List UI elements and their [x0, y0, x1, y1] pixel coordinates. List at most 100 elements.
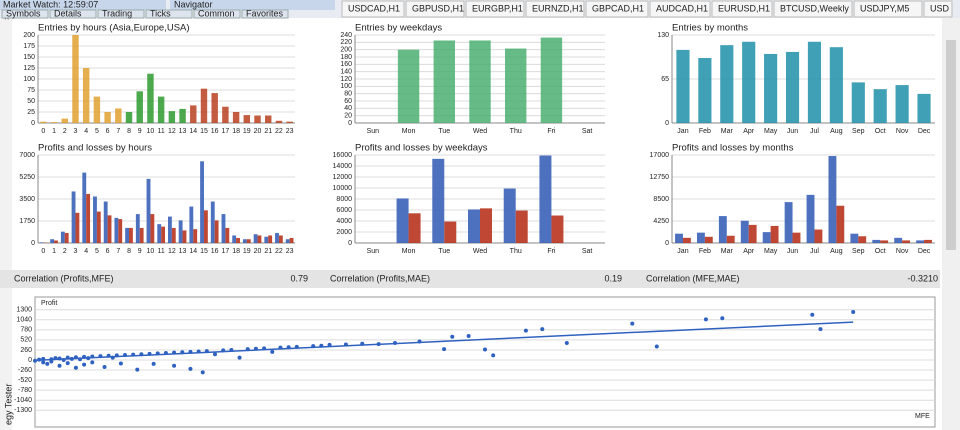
point [90, 360, 95, 365]
point [49, 359, 54, 364]
correlation-label: Correlation (MFE,MAE) [646, 273, 740, 283]
trend-line [34, 321, 854, 362]
x-tick-label: Dec [918, 128, 931, 135]
bar [189, 206, 194, 243]
x-tick-label: 21 [264, 248, 272, 255]
y-tick-label: 100 [23, 76, 35, 83]
bar [285, 239, 290, 243]
bar [265, 115, 272, 123]
bar [60, 231, 65, 243]
side-panel [0, 18, 12, 430]
bar [136, 91, 143, 123]
bar [698, 58, 712, 124]
y-tick-label: 0 [31, 120, 35, 127]
bar [515, 210, 528, 243]
tab[interactable] [145, 9, 193, 19]
x-tick-label: 10 [147, 128, 155, 135]
point [135, 367, 140, 372]
point [523, 328, 528, 333]
bar [676, 49, 690, 124]
point [466, 334, 471, 339]
bar [243, 115, 251, 123]
bar [829, 47, 843, 123]
bar [61, 118, 68, 123]
bar [762, 232, 771, 243]
y-tick-label: 16000 [333, 152, 353, 159]
x-tick-label: Wed [473, 248, 487, 255]
chart-title: Profits and losses by weekdays [355, 143, 488, 154]
scroll-thumb[interactable] [946, 40, 956, 250]
x-tick-label: 15 [200, 248, 208, 255]
x-tick-label: Jan [677, 248, 688, 255]
x-tick-label: 8 [127, 128, 131, 135]
chart-tab[interactable] [341, 0, 405, 18]
chart-tab[interactable] [711, 0, 773, 18]
point [703, 317, 708, 322]
tab[interactable] [49, 9, 97, 19]
bar [179, 108, 186, 123]
y-tick-label: 14000 [333, 163, 353, 170]
y-tick-label: 200 [340, 47, 352, 54]
bar [469, 40, 491, 123]
bar [880, 240, 889, 243]
point [57, 363, 62, 368]
y-tick-label: 50 [27, 98, 35, 105]
point [483, 347, 487, 352]
chart-tab-label: BTCUSD,Weekly [780, 3, 849, 13]
chart-tab[interactable] [773, 0, 853, 18]
y-tick-label: -1040 [14, 397, 32, 404]
x-tick-label: 11 [158, 248, 165, 255]
x-tick-label: 16 [211, 128, 219, 135]
x-tick-label: Oct [875, 128, 886, 135]
x-tick-label: 1 [52, 248, 56, 255]
bar [40, 121, 47, 123]
x-tick-label: Sep [852, 248, 865, 255]
bar [814, 229, 823, 243]
y-tick-label: 12000 [333, 174, 353, 181]
y-tick-label: 520 [20, 337, 32, 344]
tab[interactable] [1, 9, 49, 19]
tab[interactable] [241, 9, 289, 19]
chart-tab[interactable] [465, 0, 525, 18]
bar [720, 45, 734, 123]
bar [139, 227, 144, 243]
chart-tab[interactable] [923, 0, 953, 18]
x-tick-label: Wed [473, 128, 487, 135]
x-tick-label: 6 [106, 128, 110, 135]
bar [872, 239, 881, 243]
bar [225, 227, 230, 243]
x-tick-label: 7 [116, 248, 120, 255]
tab[interactable] [193, 9, 241, 19]
x-tick-label: 18 [232, 248, 240, 255]
bar [171, 227, 176, 243]
x-tick-label: 3 [74, 128, 78, 135]
bar [275, 120, 283, 123]
bar [75, 212, 80, 243]
chart-tab[interactable] [405, 0, 465, 18]
chart-tab-label: GBPCAD,H1 [592, 3, 644, 13]
bar [222, 106, 229, 123]
chart-tab[interactable] [585, 0, 649, 18]
chart-tab-label: EURUSD,H1 [718, 3, 770, 13]
chart-tab[interactable] [525, 0, 585, 18]
bar [894, 237, 903, 243]
chart-tab[interactable] [853, 0, 923, 18]
x-tick-label: Sun [367, 128, 380, 135]
x-tick-label: 15 [200, 128, 208, 135]
y-tick-label: 125 [23, 65, 35, 72]
x-axis-label: MFE [915, 413, 930, 420]
x-tick-label: Thu [510, 248, 522, 255]
x-tick-label: 17 [221, 128, 229, 135]
tab[interactable] [97, 9, 145, 19]
y-tick-label: 20 [344, 113, 352, 120]
y-tick-label: 180 [340, 54, 352, 61]
bar [257, 235, 262, 243]
x-tick-label: 1 [52, 128, 56, 135]
bar [682, 237, 691, 243]
x-tick-label: 3 [74, 248, 78, 255]
chart-tab[interactable] [649, 0, 711, 18]
x-tick-label: Mar [721, 128, 734, 135]
point [270, 349, 275, 354]
